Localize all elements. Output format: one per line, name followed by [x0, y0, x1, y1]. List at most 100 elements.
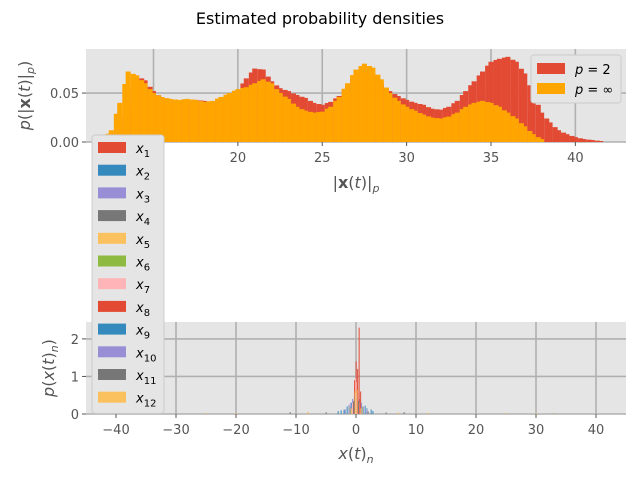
bar — [361, 63, 367, 142]
legend-entry: x11 — [135, 369, 156, 387]
bar — [437, 118, 443, 142]
bar — [206, 101, 212, 142]
bar — [539, 139, 545, 142]
x-tick-label: 40 — [588, 423, 605, 438]
bar — [349, 406, 351, 414]
bars-bottom — [115, 327, 555, 414]
bar — [352, 402, 354, 414]
bar — [344, 409, 346, 414]
bar — [302, 110, 308, 142]
bar — [513, 118, 519, 142]
bar — [488, 61, 494, 142]
bar — [454, 112, 460, 142]
bar — [434, 118, 440, 142]
bar — [367, 411, 369, 414]
bar — [370, 67, 376, 142]
bar — [409, 109, 415, 142]
legend-entry: x9 — [135, 324, 150, 342]
bar — [355, 393, 357, 414]
bar — [581, 139, 587, 142]
legend-entry: x12 — [135, 392, 156, 410]
y-tick-label: 0.00 — [50, 136, 79, 151]
bar — [358, 66, 364, 142]
bar — [561, 132, 567, 142]
bar — [358, 400, 360, 414]
bar — [429, 117, 435, 142]
bar — [248, 84, 254, 142]
bar — [547, 122, 553, 142]
legend-swatch — [98, 300, 126, 312]
bar — [215, 98, 221, 142]
bar — [496, 58, 502, 142]
bar — [476, 101, 482, 142]
legend-entry: x1 — [135, 142, 150, 160]
bar — [505, 412, 507, 414]
bar — [471, 102, 477, 142]
legend-swatch — [98, 210, 126, 222]
bar — [417, 113, 423, 142]
bar — [387, 93, 393, 142]
bar — [360, 408, 362, 414]
bar — [299, 109, 305, 142]
bar — [223, 94, 229, 142]
x-tick-label: 10 — [408, 423, 425, 438]
bar — [493, 105, 499, 142]
legend-entry: x7 — [135, 278, 150, 296]
bar — [446, 116, 452, 142]
bar — [289, 412, 291, 414]
figure-title: Estimated probability densities — [196, 9, 444, 28]
bar — [164, 98, 170, 142]
legend-swatch — [98, 164, 126, 176]
bar — [530, 93, 536, 142]
bar — [493, 59, 499, 142]
bar — [294, 106, 300, 142]
bar — [172, 99, 178, 142]
bar — [378, 79, 384, 142]
bar — [501, 110, 508, 142]
bar — [572, 137, 578, 142]
bar — [403, 412, 405, 414]
y-tick-label: 0.05 — [50, 87, 79, 102]
bar — [336, 96, 342, 142]
bar — [362, 406, 364, 414]
bar — [181, 99, 187, 142]
bar — [577, 138, 583, 142]
x-tick-label: −30 — [162, 423, 189, 438]
legend-swatch — [98, 255, 126, 267]
x-tick-label: 40 — [567, 151, 584, 166]
y-axis-label-top: p(|x(t)|p) — [15, 61, 37, 132]
bar — [427, 412, 429, 414]
bar — [350, 75, 356, 142]
x-ticks-bottom: −40 −30 −20 −10 0 10 20 30 40 — [102, 414, 604, 438]
series-x10 — [344, 402, 368, 414]
bar — [328, 106, 334, 142]
chart-norm-density: 152025303540 0.000.05 |x(t)|p p(|x(t)|p)… — [15, 49, 626, 195]
bar — [442, 117, 448, 142]
bar — [307, 411, 309, 414]
y-ticks-bottom: 0 1 2 — [71, 333, 86, 423]
bar — [156, 95, 162, 142]
legend-top: p = 2 p = ∞ — [530, 54, 622, 104]
bar — [189, 99, 195, 142]
bar — [348, 404, 350, 414]
bar — [346, 406, 348, 414]
bar — [594, 140, 600, 142]
bar — [355, 361, 357, 414]
bar — [505, 56, 511, 143]
bar — [569, 135, 575, 142]
bar — [518, 68, 524, 142]
bar — [397, 412, 399, 414]
bar — [463, 106, 469, 142]
bar — [359, 402, 361, 414]
bar — [385, 412, 387, 414]
bar — [544, 118, 550, 142]
bar — [269, 83, 275, 142]
bar — [240, 87, 246, 142]
bar — [480, 100, 486, 142]
series-p=∞ — [100, 63, 545, 142]
bar — [285, 98, 292, 142]
y-tick-label: 0 — [71, 408, 79, 423]
legend-entry: x6 — [135, 256, 150, 274]
bar — [350, 408, 352, 414]
